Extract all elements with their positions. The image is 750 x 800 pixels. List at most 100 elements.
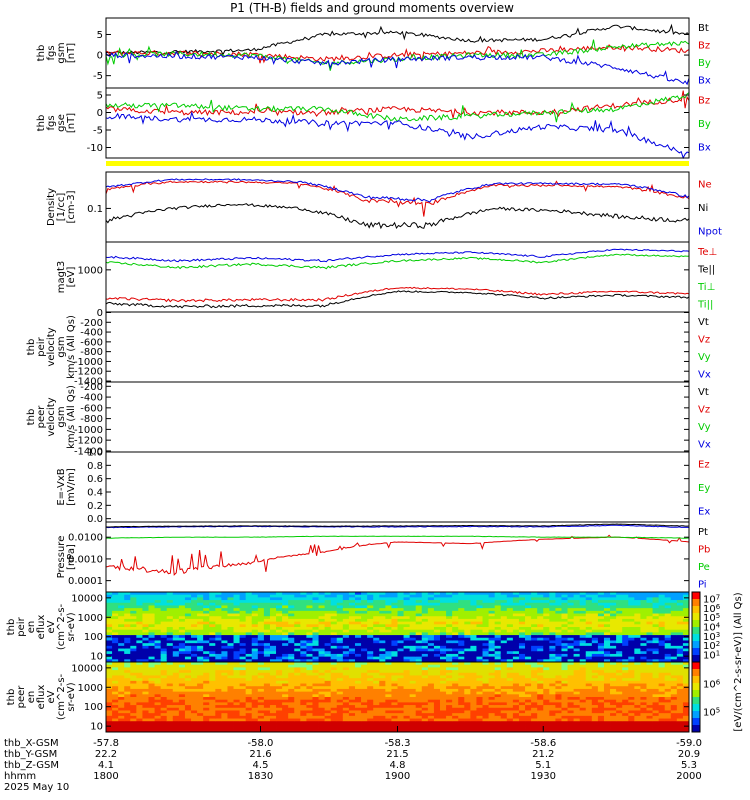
- spectrogram-cell: [257, 616, 265, 620]
- spectrogram-cell: [184, 718, 192, 722]
- spectrogram-cell: [142, 697, 149, 701]
- spectrogram-cell: [106, 659, 113, 663]
- spectrogram-cell: [148, 726, 155, 730]
- spectrogram-cell: [215, 618, 222, 623]
- spectrogram-cell: [306, 721, 313, 725]
- spectrogram-cell: [385, 688, 392, 693]
- spectrogram-cell: [215, 602, 222, 606]
- spectrogram-cell: [178, 710, 186, 714]
- legend-entry: Vz: [698, 404, 710, 415]
- spectrogram-cell: [245, 600, 253, 604]
- spectrogram-cell: [482, 613, 489, 617]
- spectrogram-cell: [160, 675, 168, 679]
- spectrogram-cell: [482, 694, 489, 698]
- spectrogram-cell: [470, 729, 477, 733]
- spectrogram-cell: [555, 592, 562, 596]
- spectrogram-cell: [106, 723, 113, 728]
- spectrogram-cell: [403, 643, 411, 647]
- spectrogram-cell: [233, 624, 240, 628]
- spectrogram-cell: [549, 675, 556, 679]
- spectrogram-cell: [184, 629, 192, 633]
- spectrogram-cell: [245, 715, 253, 719]
- spectrogram-cell: [166, 675, 174, 679]
- spectrogram-cell: [440, 726, 447, 730]
- spectrogram-cell: [130, 632, 137, 636]
- spectrogram-cell: [209, 678, 216, 682]
- spectrogram-cell: [561, 713, 568, 717]
- spectrogram-cell: [221, 688, 228, 693]
- spectrogram-cell: [458, 608, 465, 612]
- spectrogram-cell: [446, 651, 453, 655]
- spectrogram-cell: [525, 672, 532, 676]
- spectrogram-cell: [482, 697, 489, 701]
- spectrogram-cell: [118, 688, 125, 693]
- spectrogram-cell: [433, 705, 441, 709]
- spectrogram-cell: [330, 664, 338, 668]
- spectrogram-cell: [166, 635, 174, 639]
- spectrogram-cell: [306, 656, 313, 660]
- spectrogram-cell: [330, 697, 338, 701]
- spectrogram-cell: [348, 705, 356, 709]
- spectrogram-cell: [318, 621, 326, 625]
- spectrogram-cell: [184, 691, 192, 695]
- spectrogram-cell: [652, 624, 660, 628]
- spectrogram-cell: [549, 594, 556, 598]
- spectrogram-cell: [294, 680, 301, 684]
- spectrogram-cell: [433, 597, 441, 601]
- spectrogram-cell: [549, 705, 556, 709]
- spectrogram-cell: [245, 699, 253, 703]
- spectrogram-cell: [440, 597, 447, 601]
- spectrogram-cell: [518, 715, 526, 719]
- spectrogram-cell: [549, 697, 556, 701]
- spectrogram-cell: [209, 672, 216, 676]
- spectrogram-cell: [251, 697, 259, 701]
- spectrogram-cell: [227, 680, 234, 684]
- spectrogram-cell: [136, 653, 143, 658]
- spectrogram-cell: [300, 721, 307, 725]
- spectrogram-cell: [549, 653, 556, 658]
- spectrogram-cell: [263, 694, 271, 698]
- spectrogram-cell: [294, 592, 301, 596]
- spectrogram-cell: [221, 670, 228, 674]
- spectrogram-cell: [561, 699, 568, 703]
- spectrogram-cell: [525, 659, 532, 663]
- spectrogram-cell: [616, 629, 623, 633]
- spectrogram-cell: [312, 600, 319, 604]
- spectrogram-cell: [676, 602, 684, 606]
- spectrogram-cell: [288, 670, 295, 674]
- spectrogram-cell: [136, 592, 143, 596]
- spectrogram-cell: [616, 637, 623, 641]
- spectrogram-cell: [585, 672, 593, 676]
- spectrogram-cell: [415, 662, 423, 666]
- spectrogram-cell: [209, 621, 216, 625]
- spectrogram-cell: [403, 675, 411, 679]
- legend-entry: Vy: [698, 422, 711, 433]
- spectrogram-cell: [136, 678, 143, 682]
- spectrogram-cell: [245, 659, 253, 663]
- spectrogram-cell: [336, 705, 344, 709]
- spectrogram-cell: [191, 707, 198, 711]
- spectrogram-cell: [397, 718, 404, 722]
- spectrogram-cell: [257, 688, 265, 693]
- spectrogram-cell: [172, 613, 180, 617]
- spectrogram-cell: [336, 675, 344, 679]
- spectrogram-cell: [148, 699, 155, 703]
- spectrogram-cell: [367, 699, 374, 703]
- spectrogram-cell: [227, 610, 234, 614]
- spectrogram-cell: [148, 653, 155, 658]
- spectrogram-cell: [385, 702, 392, 706]
- spectrogram-cell: [324, 637, 332, 641]
- spectrogram-cell: [342, 645, 350, 649]
- spectrogram-cell: [440, 705, 447, 709]
- spectrogram-cell: [506, 691, 514, 695]
- y-tick-label: 10: [90, 652, 103, 663]
- spectrogram-cell: [354, 659, 362, 663]
- spectrogram-cell: [494, 713, 502, 717]
- spectrogram-cell: [294, 640, 301, 644]
- spectrogram-cell: [184, 640, 192, 644]
- spectrogram-cell: [330, 672, 338, 676]
- spectrogram-cell: [385, 653, 392, 658]
- spectrogram-cell: [215, 697, 222, 701]
- spectrogram-cell: [446, 645, 453, 649]
- spectrogram-cell: [652, 605, 660, 609]
